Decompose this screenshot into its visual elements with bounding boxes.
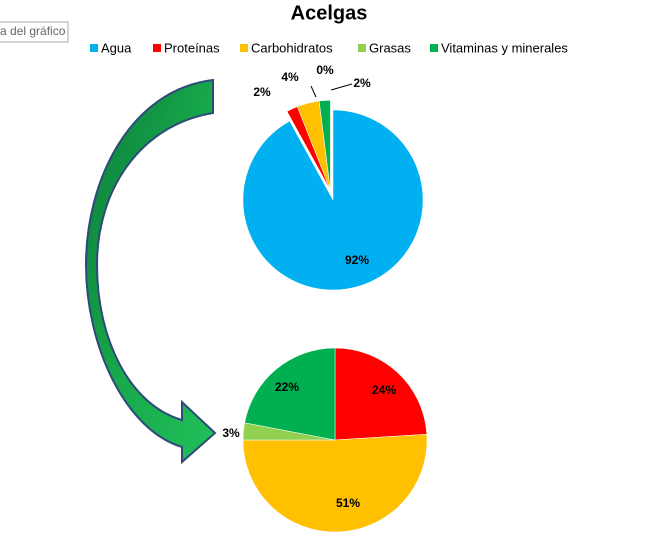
legend-label: Proteínas (164, 40, 220, 55)
data-label: 22% (275, 380, 299, 394)
data-label: 92% (345, 253, 369, 267)
data-label: 2% (353, 76, 371, 90)
legend-swatch (153, 44, 161, 52)
data-label: 3% (222, 426, 240, 440)
pie-slice (244, 347, 336, 441)
pie-slice (242, 433, 428, 533)
legend-swatch (430, 44, 438, 52)
data-label: 0% (316, 63, 334, 77)
leader-line (330, 83, 353, 91)
data-label: 4% (281, 70, 299, 84)
pie-slice (334, 347, 428, 441)
legend-label: Carbohidratos (251, 40, 333, 55)
legend-label: Grasas (369, 40, 411, 55)
tooltip: a del gráfico (0, 24, 66, 38)
data-label: 24% (372, 383, 396, 397)
pie-slice (242, 109, 424, 291)
pie-slice (318, 100, 331, 191)
legend-swatch (90, 44, 98, 52)
legend-label: Vitaminas y minerales (441, 40, 568, 55)
connector-arrow (84, 78, 217, 465)
data-label: 2% (253, 85, 271, 99)
legend-swatch (240, 44, 248, 52)
legend-label: Agua (101, 40, 132, 55)
legend-swatch (358, 44, 366, 52)
data-label: 51% (336, 496, 360, 510)
chart-title: Acelgas (291, 2, 368, 24)
tooltip-box (0, 21, 69, 43)
leader-line (310, 85, 317, 98)
